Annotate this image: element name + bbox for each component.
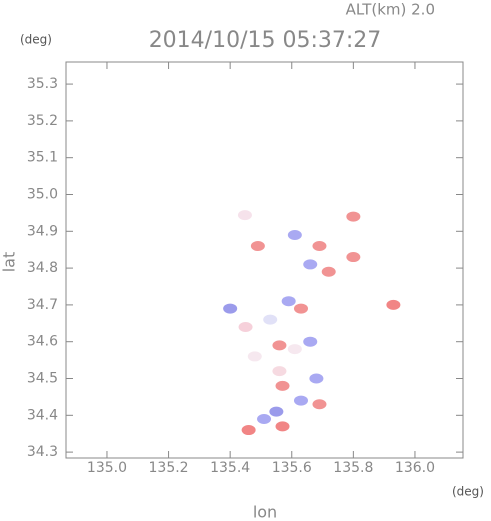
y-axis-label: lat — [0, 252, 19, 273]
echo-point — [272, 340, 287, 351]
echo-point — [287, 229, 302, 240]
x-tick-label: 135.8 — [333, 460, 373, 476]
echo-point — [303, 336, 318, 347]
echo-point — [241, 425, 256, 436]
echo-point — [223, 303, 238, 314]
y-tick-label: 34.3 — [27, 444, 58, 460]
y-unit: (deg) — [20, 33, 52, 47]
echo-point — [287, 344, 302, 355]
y-tick-label: 34.8 — [27, 260, 58, 276]
x-axis-label: lon — [253, 503, 277, 521]
echo-point — [275, 421, 290, 432]
y-tick-label: 35.1 — [27, 150, 58, 166]
echo-point — [269, 406, 284, 417]
plot-frame — [65, 61, 464, 459]
echo-point — [257, 413, 272, 424]
echo-point — [346, 252, 361, 263]
echo-point — [293, 303, 308, 314]
echo-point — [293, 395, 308, 406]
chart-title: 2014/10/15 05:37:27 — [149, 28, 382, 53]
y-tick-label: 34.9 — [27, 223, 58, 239]
y-tick-label: 35.0 — [27, 186, 58, 202]
echo-point — [386, 299, 401, 310]
y-tick-label: 34.4 — [27, 407, 58, 423]
y-tick-label: 34.7 — [27, 297, 58, 313]
echo-point — [247, 351, 262, 362]
x-tick-label: 135.0 — [87, 460, 127, 476]
echo-point — [309, 373, 324, 384]
altitude-label: ALT(km) 2.0 — [346, 1, 435, 19]
y-tick-label: 34.5 — [27, 371, 58, 387]
y-tick-label: 34.6 — [27, 334, 58, 350]
echo-point — [312, 241, 327, 252]
echo-point — [238, 321, 253, 332]
echo-point — [321, 266, 336, 277]
echo-point — [281, 296, 296, 307]
echo-point — [263, 314, 278, 325]
echo-point — [303, 259, 318, 270]
echo-point — [346, 211, 361, 222]
echo-point — [272, 366, 287, 377]
x-tick-label: 135.6 — [272, 460, 312, 476]
x-unit: (deg) — [452, 485, 484, 499]
echo-point — [250, 241, 265, 252]
echo-point — [275, 380, 290, 391]
x-tick-label: 136.0 — [395, 460, 435, 476]
echo-point — [312, 399, 327, 410]
y-tick-label: 35.3 — [27, 76, 58, 92]
x-tick-label: 135.2 — [149, 460, 189, 476]
x-tick-label: 135.4 — [210, 460, 250, 476]
echo-point — [237, 210, 252, 221]
y-tick-label: 35.2 — [27, 113, 58, 129]
